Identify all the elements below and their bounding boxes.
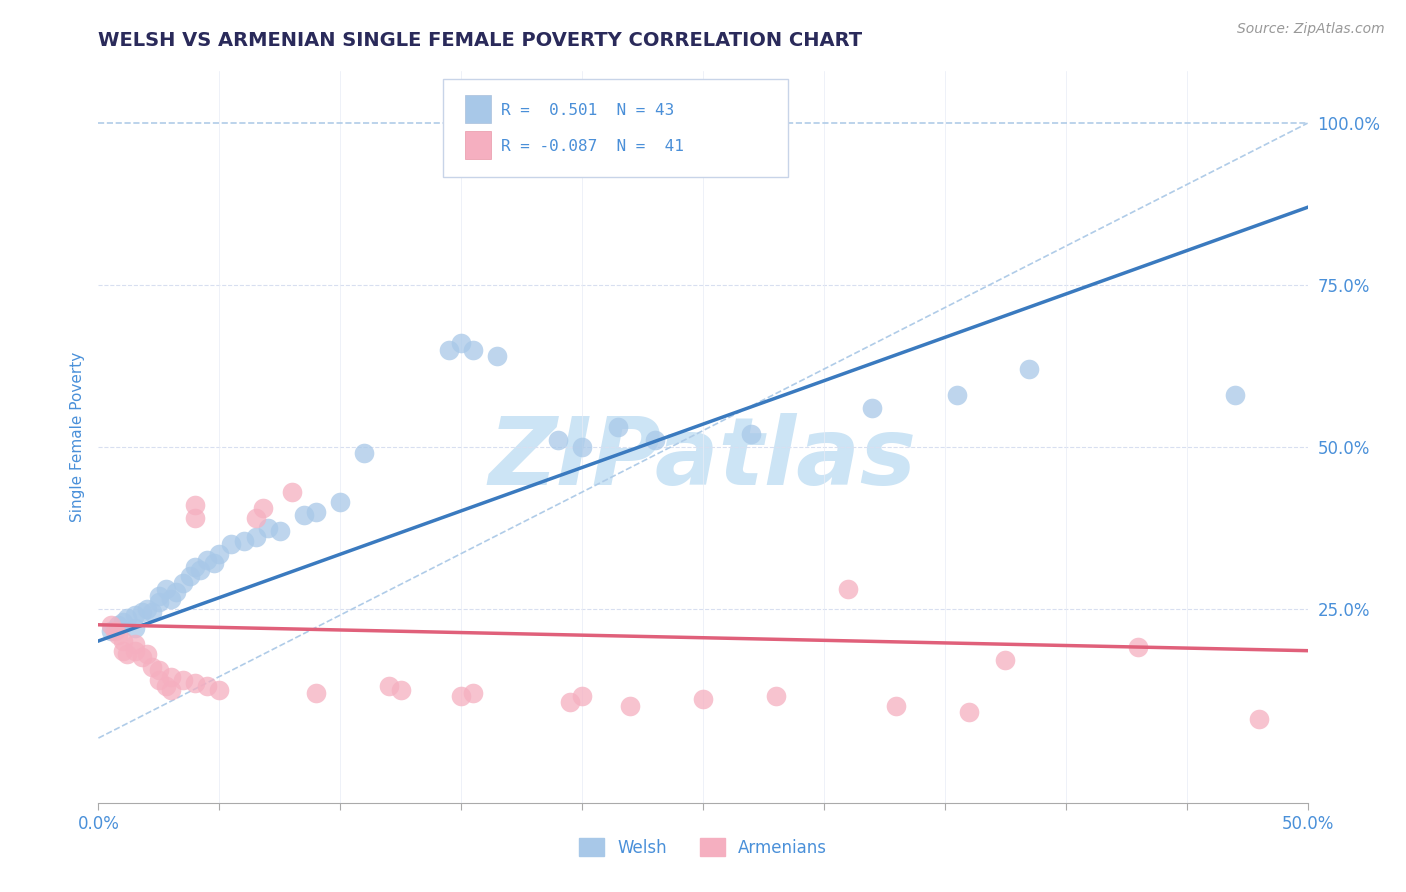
Point	[107, 627, 129, 641]
Point	[329, 495, 352, 509]
Point	[165, 585, 187, 599]
Point	[221, 537, 243, 551]
Point	[571, 440, 593, 454]
Point	[765, 689, 787, 703]
Point	[389, 682, 412, 697]
Point	[172, 575, 194, 590]
Text: R =  0.501  N = 43: R = 0.501 N = 43	[501, 103, 675, 118]
Point	[463, 686, 485, 700]
Point	[135, 647, 157, 661]
Point	[160, 591, 183, 606]
Point	[155, 679, 177, 693]
Point	[245, 511, 267, 525]
Point	[946, 388, 969, 402]
Point	[208, 547, 231, 561]
Point	[292, 508, 315, 522]
Point	[155, 582, 177, 597]
Point	[644, 434, 666, 448]
Point	[1128, 640, 1150, 655]
Point	[232, 533, 254, 548]
Point	[172, 673, 194, 687]
Point	[135, 601, 157, 615]
Point	[377, 679, 399, 693]
Point	[111, 615, 134, 629]
Text: ZIPatlas: ZIPatlas	[489, 413, 917, 505]
Point	[117, 647, 139, 661]
Point	[463, 343, 485, 357]
Point	[124, 643, 146, 657]
Point	[184, 511, 207, 525]
Point	[148, 663, 170, 677]
Point	[124, 621, 146, 635]
Point	[100, 624, 122, 639]
Point	[437, 343, 460, 357]
Point	[305, 504, 328, 518]
Point	[124, 608, 146, 623]
Point	[179, 569, 201, 583]
Point	[486, 349, 509, 363]
Point	[994, 653, 1017, 667]
Point	[160, 682, 183, 697]
Point	[450, 689, 472, 703]
Point	[117, 611, 139, 625]
Bar	[465, 131, 492, 159]
Point	[111, 643, 134, 657]
Point	[195, 553, 218, 567]
Point	[204, 557, 226, 571]
Text: R = -0.087  N =  41: R = -0.087 N = 41	[501, 139, 683, 154]
Point	[104, 624, 127, 639]
Point	[1249, 712, 1271, 726]
Point	[141, 605, 163, 619]
Point	[100, 617, 122, 632]
Point	[740, 426, 762, 441]
Point	[1018, 362, 1040, 376]
Point	[269, 524, 291, 538]
Point	[148, 673, 170, 687]
Point	[957, 705, 980, 719]
Point	[208, 682, 231, 697]
Point	[607, 420, 630, 434]
Point	[353, 446, 375, 460]
Text: WELSH VS ARMENIAN SINGLE FEMALE POVERTY CORRELATION CHART: WELSH VS ARMENIAN SINGLE FEMALE POVERTY …	[98, 31, 862, 50]
Point	[184, 559, 207, 574]
Point	[160, 669, 183, 683]
Bar	[465, 95, 492, 122]
Point	[837, 582, 859, 597]
Legend: Welsh, Armenians: Welsh, Armenians	[579, 838, 827, 856]
Point	[188, 563, 211, 577]
Point	[450, 336, 472, 351]
Y-axis label: Single Female Poverty: Single Female Poverty	[69, 352, 84, 522]
Point	[141, 660, 163, 674]
Point	[184, 676, 207, 690]
Point	[195, 679, 218, 693]
Point	[692, 692, 714, 706]
Point	[547, 434, 569, 448]
Point	[558, 696, 581, 710]
Point	[148, 589, 170, 603]
Point	[124, 637, 146, 651]
Point	[281, 485, 304, 500]
Point	[131, 605, 153, 619]
Point	[860, 401, 883, 415]
FancyBboxPatch shape	[443, 78, 787, 178]
Point	[148, 595, 170, 609]
Point	[886, 698, 908, 713]
Point	[252, 501, 274, 516]
Point	[305, 686, 328, 700]
Point	[107, 617, 129, 632]
Point	[1223, 388, 1246, 402]
Point	[111, 634, 134, 648]
Point	[131, 650, 153, 665]
Point	[245, 530, 267, 544]
Text: Source: ZipAtlas.com: Source: ZipAtlas.com	[1237, 22, 1385, 37]
Point	[184, 498, 207, 512]
Point	[571, 689, 593, 703]
Point	[256, 521, 278, 535]
Point	[619, 698, 641, 713]
